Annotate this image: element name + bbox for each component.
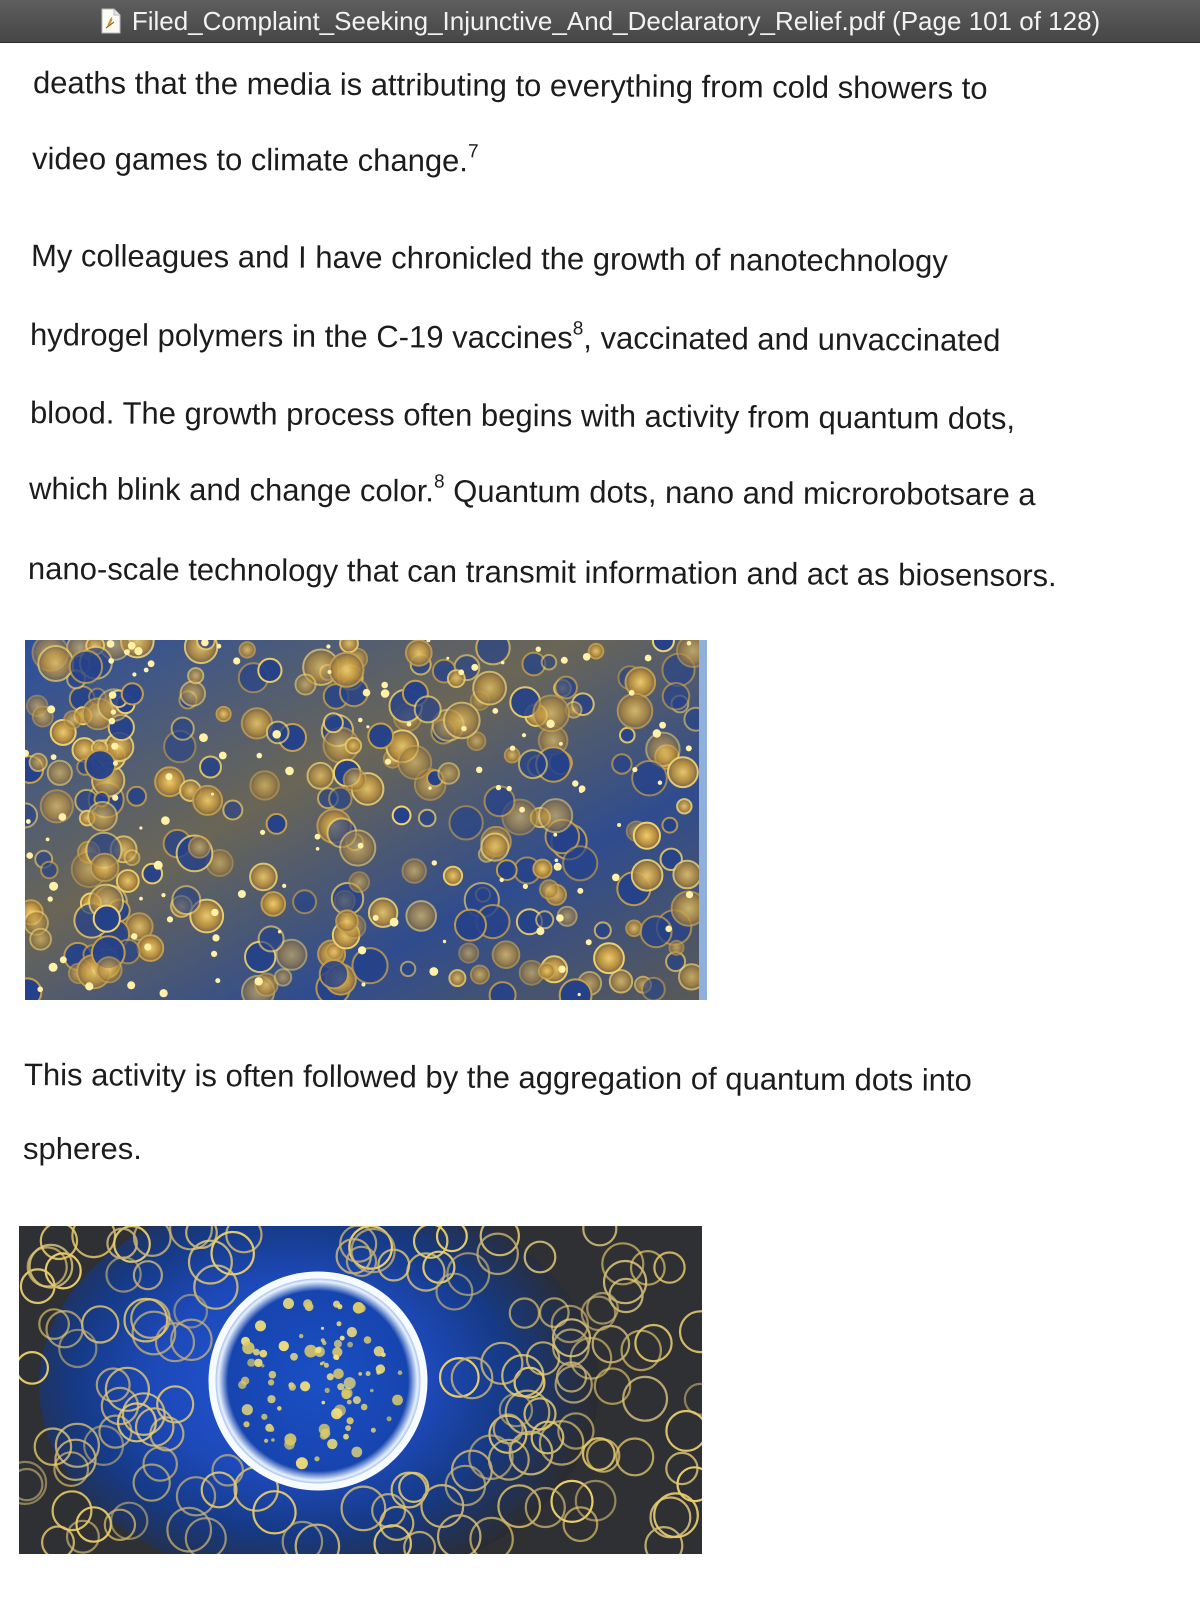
text-line: blood. The growth process often begins w… <box>29 395 1016 437</box>
window-titlebar[interactable]: Filed_Complaint_Seeking_Injunctive_And_D… <box>0 0 1200 43</box>
text-line: deaths that the media is attributing to … <box>32 65 988 106</box>
text-line: which blink and change color.8 Quantum d… <box>28 471 1036 513</box>
text-line: spheres. <box>23 1131 142 1166</box>
text-line: hydrogel polymers in the C-19 vaccines8,… <box>29 317 1001 358</box>
pdf-document-icon <box>100 8 122 34</box>
footnote-ref: 7 <box>467 140 479 163</box>
footnote-ref: 8 <box>572 317 584 340</box>
text-line: nano-scale technology that can transmit … <box>27 551 1057 594</box>
text-line: This activity is often followed by the a… <box>23 1057 972 1098</box>
microscopy-image-1 <box>25 640 707 1000</box>
footnote-ref: 8 <box>433 471 445 493</box>
window-title: Filed_Complaint_Seeking_Injunctive_And_D… <box>131 5 1101 36</box>
pdf-page[interactable]: deaths that the media is attributing to … <box>0 43 1200 1602</box>
microscopy-photo-blood-cells-icon <box>25 640 707 1000</box>
text-line: My colleagues and I have chronicled the … <box>30 238 948 279</box>
microscopy-photo-sphere-aggregate-icon <box>19 1226 702 1554</box>
text-line: video games to climate change.7 <box>31 140 479 179</box>
microscopy-image-2 <box>19 1226 702 1554</box>
